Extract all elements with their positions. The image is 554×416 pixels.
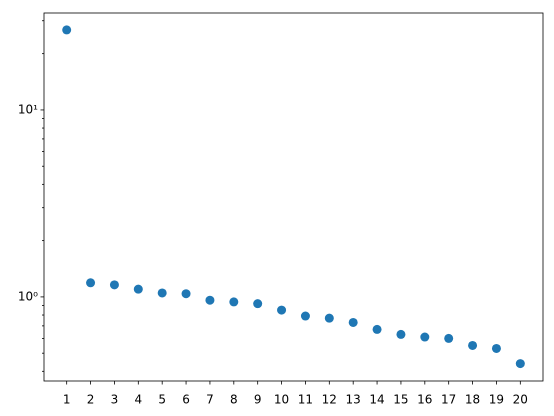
x-tick-label: 4 — [134, 393, 142, 407]
x-tick-label: 7 — [206, 393, 214, 407]
y-tick-label: 10¹ — [18, 102, 38, 116]
point — [324, 313, 334, 323]
point — [253, 299, 263, 309]
point — [444, 333, 454, 343]
point — [181, 289, 191, 299]
point — [229, 297, 239, 307]
point — [491, 343, 501, 353]
x-tick-label: 9 — [254, 393, 262, 407]
point — [205, 295, 215, 305]
x-tick-label: 8 — [230, 393, 238, 407]
axes-frame — [43, 12, 544, 382]
x-tick-label: 10 — [274, 393, 289, 407]
point — [109, 280, 119, 290]
point — [62, 25, 72, 35]
x-tick-label: 12 — [322, 393, 337, 407]
y-tick-label: 10⁰ — [18, 289, 38, 303]
x-tick-label: 2 — [87, 393, 95, 407]
x-tick-label: 16 — [417, 393, 432, 407]
point — [133, 284, 143, 294]
x-tick-label: 5 — [158, 393, 166, 407]
point — [420, 332, 430, 342]
x-tick-label: 14 — [369, 393, 384, 407]
point — [300, 311, 310, 321]
x-tick-label: 3 — [111, 393, 119, 407]
point — [86, 278, 96, 288]
point — [348, 317, 358, 327]
x-tick-label: 18 — [465, 393, 480, 407]
x-tick-label: 13 — [346, 393, 361, 407]
point — [468, 340, 478, 350]
point — [396, 329, 406, 339]
x-tick-label: 11 — [298, 393, 313, 407]
x-tick-label: 20 — [513, 393, 528, 407]
x-tick-label: 15 — [393, 393, 408, 407]
x-tick-label: 17 — [441, 393, 456, 407]
point — [515, 359, 525, 369]
point — [372, 324, 382, 334]
point — [277, 305, 287, 315]
x-tick-label: 19 — [489, 393, 504, 407]
x-tick-label: 6 — [182, 393, 190, 407]
x-tick-label: 1 — [63, 393, 71, 407]
point — [157, 288, 167, 298]
